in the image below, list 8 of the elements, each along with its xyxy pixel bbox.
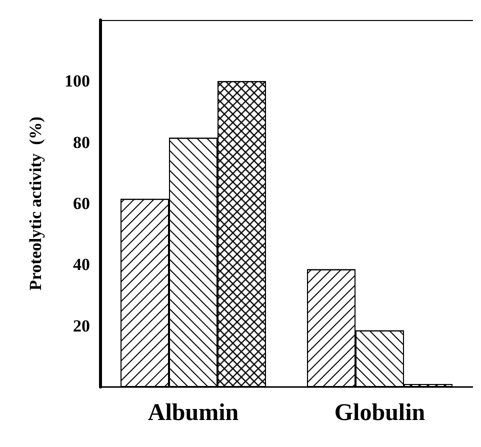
y-tick-label: 40 xyxy=(73,255,90,274)
y-tick-label: 100 xyxy=(64,72,90,91)
y-axis-title: Proteolytic activity (%) xyxy=(26,116,45,290)
y-tick-label: 20 xyxy=(73,316,90,336)
y-tick-label: 80 xyxy=(73,132,90,152)
x-tick-label: Albumin xyxy=(148,400,239,426)
x-tick-label: Globulin xyxy=(334,400,426,426)
y-tick-label: 60 xyxy=(73,194,90,213)
